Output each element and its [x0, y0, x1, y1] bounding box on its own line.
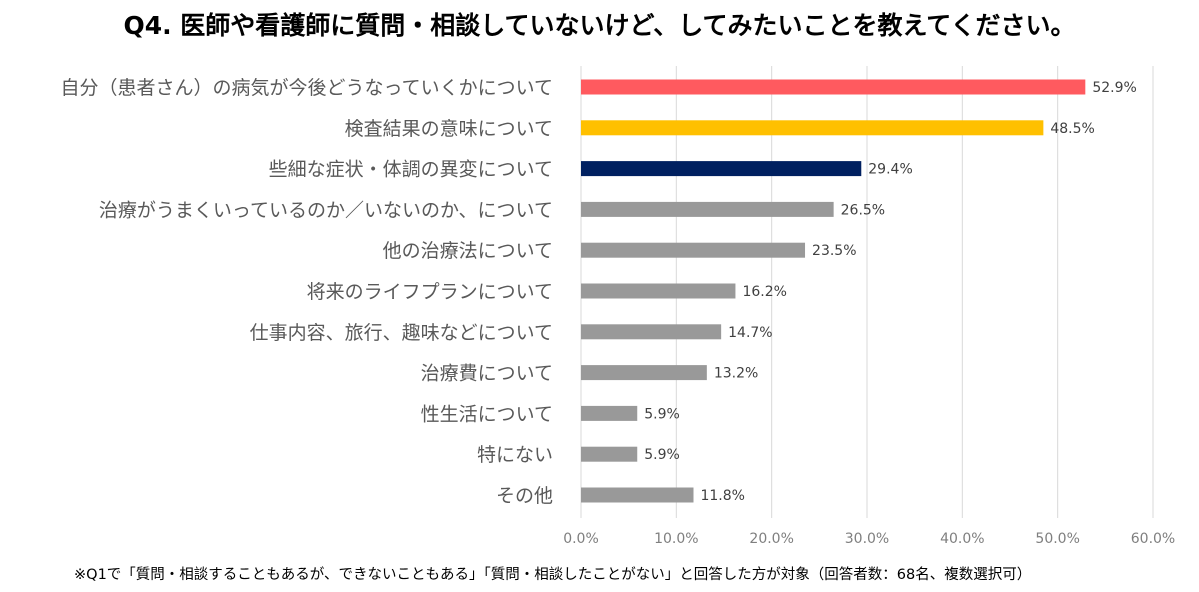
- bar: [581, 201, 834, 217]
- category-label: 他の治療法について: [383, 240, 553, 262]
- category-label: 特にない: [477, 444, 553, 466]
- value-labels: 52.9% 48.5% 29.4% 26.5% 23.5% 16.2% 14.7% 13.2%…: [644, 80, 1137, 504]
- bar: [581, 242, 806, 258]
- data-label: 11.8%: [700, 488, 744, 504]
- x-tick-label: 20.0%: [749, 531, 793, 547]
- bar: [581, 487, 694, 503]
- chart-title: Q4. 医師や看護師に質問・相談していないけど、してみたいことを教えてください。: [123, 11, 1076, 40]
- category-label: 些細な症状・体調の異変について: [269, 159, 553, 181]
- category-labels: 自分（患者さん）の病気が今後どうなっていくかについて検査結果の意味について些細な…: [61, 77, 553, 507]
- data-label: 48.5%: [1050, 121, 1094, 137]
- bar: [581, 365, 707, 381]
- data-label: 13.2%: [714, 366, 758, 382]
- data-label: 16.2%: [742, 284, 786, 300]
- data-label: 5.9%: [644, 447, 680, 463]
- x-tick-label: 30.0%: [845, 531, 889, 547]
- data-label: 29.4%: [868, 162, 912, 178]
- x-tick-label: 0.0%: [563, 531, 599, 547]
- data-label: 14.7%: [728, 325, 772, 341]
- x-tick-label: 60.0%: [1131, 531, 1175, 547]
- data-label: 23.5%: [812, 243, 856, 259]
- bar: [581, 324, 722, 340]
- category-label: 治療がうまくいっているのか／いないのか、について: [99, 199, 553, 221]
- x-tick-label: 40.0%: [940, 531, 984, 547]
- category-label: 将来のライフプランについて: [307, 281, 553, 303]
- data-label: 5.9%: [644, 406, 680, 422]
- bar: [581, 79, 1086, 95]
- bar: [581, 283, 736, 299]
- category-label: 性生活について: [421, 403, 553, 425]
- x-axis-tick-labels: 0.0% 10.0% 20.0% 30.0% 40.0% 50.0% 60.0%: [563, 531, 1175, 547]
- bars: [581, 79, 1086, 503]
- bar: [581, 446, 638, 462]
- data-label: 26.5%: [841, 202, 885, 218]
- footnote: ※Q1で「質問・相談することもあるが、できないこともある」「質問・相談したことが…: [74, 567, 1032, 583]
- bar: [581, 405, 638, 421]
- x-tick-label: 50.0%: [1035, 531, 1079, 547]
- category-label: 検査結果の意味について: [345, 118, 553, 140]
- category-label: その他: [496, 485, 553, 507]
- category-label: 治療費について: [421, 363, 553, 385]
- category-label: 仕事内容、旅行、趣味などについて: [250, 322, 553, 344]
- data-label: 52.9%: [1092, 80, 1136, 96]
- bar: [581, 120, 1044, 136]
- category-label: 自分（患者さん）の病気が今後どうなっていくかについて: [61, 77, 553, 99]
- x-tick-label: 10.0%: [654, 531, 698, 547]
- bar: [581, 161, 862, 177]
